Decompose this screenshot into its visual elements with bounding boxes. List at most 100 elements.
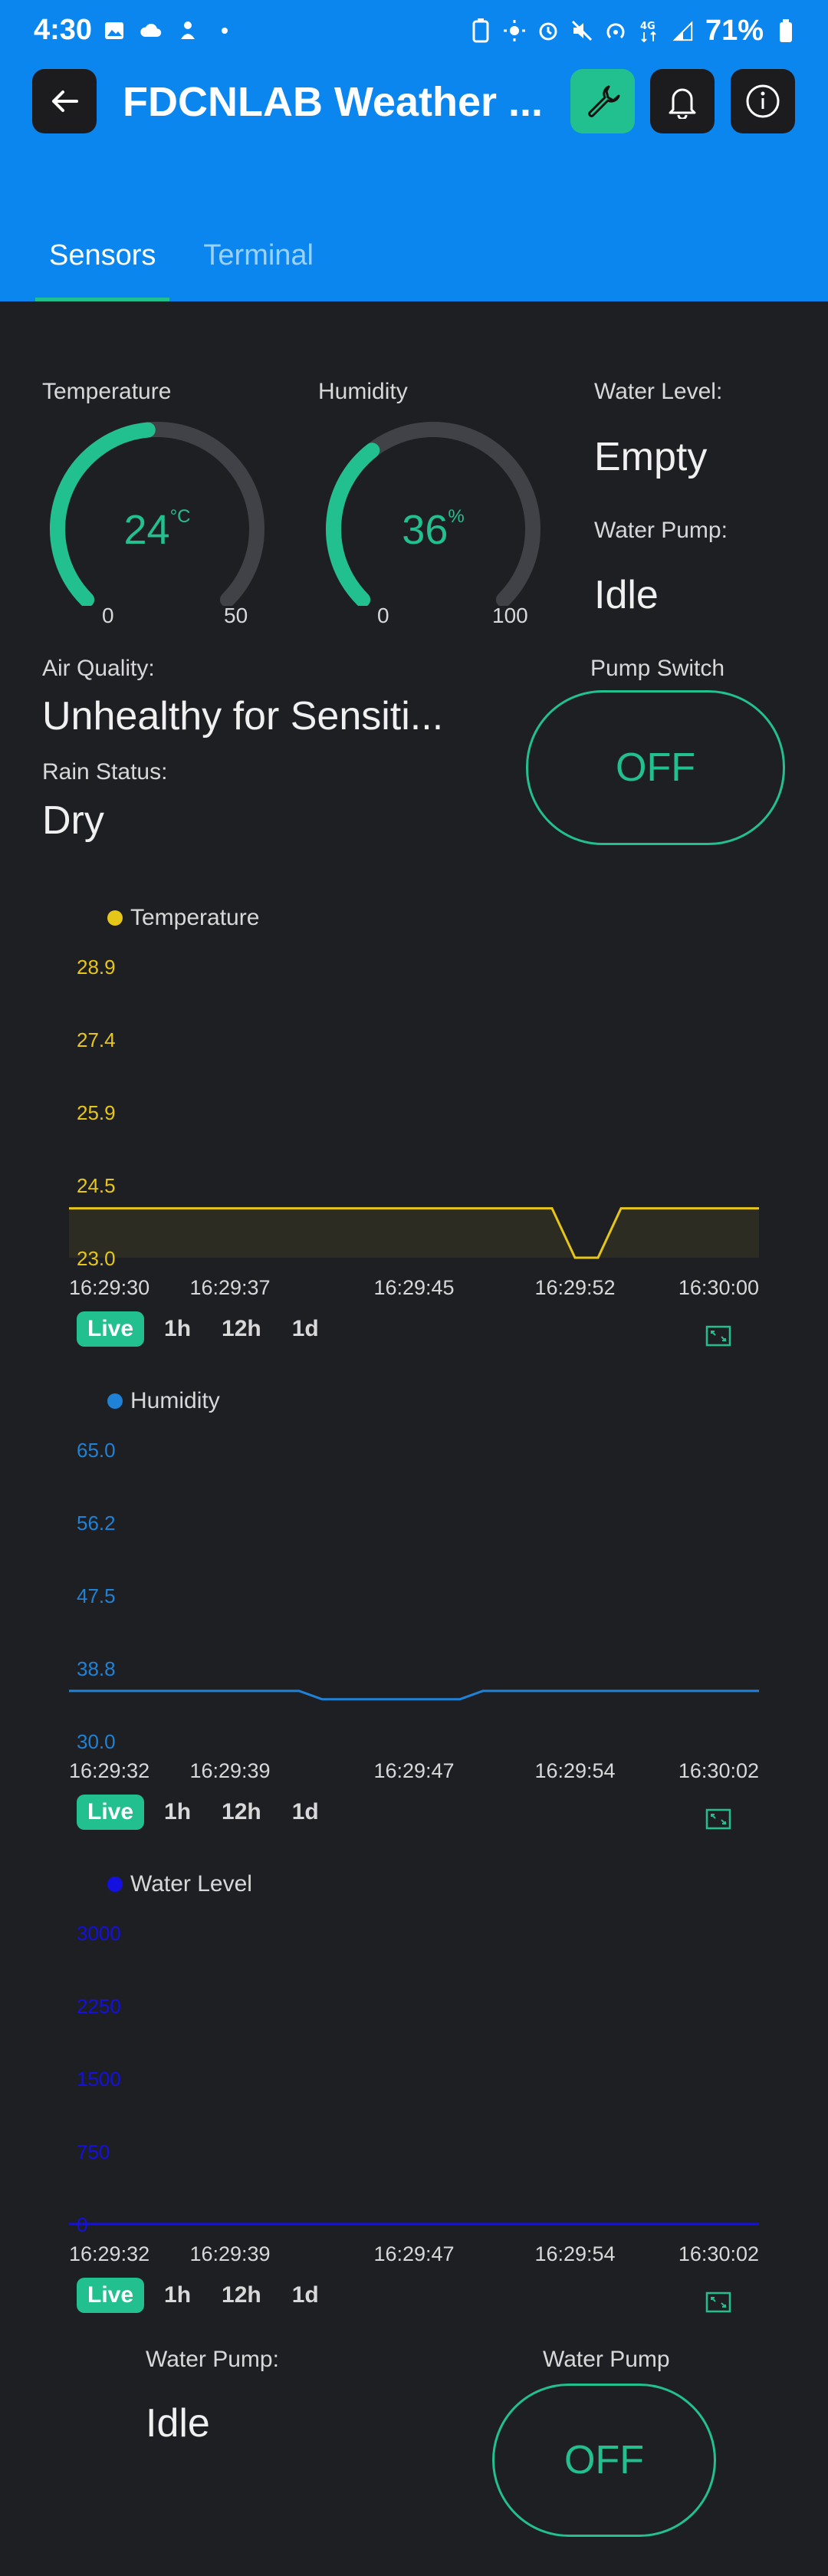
x-tick-label: 16:29:52 (534, 1276, 615, 1299)
status-bar: 4:30 (0, 0, 828, 61)
notifications-button[interactable] (650, 69, 715, 133)
settings-button[interactable] (570, 69, 635, 133)
tab-sensors[interactable]: Sensors (35, 222, 170, 301)
x-tick-label: 16:30:02 (678, 1759, 759, 1782)
wrench-icon (588, 85, 620, 117)
y-tick-label: 47.5 (77, 1584, 116, 1607)
temperature-legend: Temperature (107, 905, 259, 931)
range-live[interactable]: Live (77, 1795, 145, 1830)
info-button[interactable] (731, 69, 795, 133)
range-selector: Live 1h 12h 1d (77, 1795, 339, 1830)
legend-label: Temperature (130, 905, 260, 930)
rain-status-value: Dry (42, 798, 104, 843)
notification-icons (103, 14, 236, 48)
battery-saver-icon (469, 18, 492, 43)
status-time: 4:30 (34, 14, 93, 46)
water-pump-bottom-label: Water Pump: (146, 2347, 279, 2372)
cloud-icon (140, 19, 163, 42)
y-tick-label: 27.4 (77, 1028, 116, 1051)
x-tick-label: 16:29:37 (189, 1276, 270, 1299)
y-tick-label: 25.9 (77, 1101, 116, 1124)
bell-icon (669, 88, 696, 119)
range-live[interactable]: Live (77, 2278, 145, 2313)
tab-terminal[interactable]: Terminal (203, 239, 314, 271)
alarm-icon (537, 19, 560, 42)
range-1d[interactable]: 1d (291, 1316, 319, 1341)
range-1h[interactable]: 1h (164, 2282, 192, 2308)
humidity-max: 100 (492, 604, 528, 627)
temperature-max: 50 (224, 604, 248, 627)
range-1d[interactable]: 1d (291, 1799, 319, 1824)
dot-icon (213, 19, 236, 42)
y-tick-label: 65.0 (77, 1439, 116, 1462)
range-12h[interactable]: 12h (222, 1799, 261, 1824)
battery-icon (774, 19, 797, 42)
gauge-fill (50, 422, 156, 606)
rain-status-label: Rain Status: (42, 759, 168, 785)
water-level-value: Empty (594, 435, 708, 479)
y-tick-label: 38.8 (77, 1657, 116, 1680)
series-line (69, 1207, 759, 1259)
humidity-label: Humidity (318, 379, 408, 404)
series-area (69, 1208, 759, 1258)
temperature-min: 0 (102, 604, 114, 627)
water-level-legend: Water Level (107, 1871, 252, 1897)
gauge-fill (326, 442, 380, 606)
water-pump-bottom-value: Idle (146, 2401, 210, 2446)
y-tick-label: 56.2 (77, 1512, 116, 1535)
x-tick-label: 16:30:00 (678, 1276, 759, 1299)
water-pump-value: Idle (594, 573, 659, 617)
app-bar: FDCNLAB Weather ... (0, 67, 828, 135)
pump-switch-label: Pump Switch (590, 656, 725, 681)
temperature-chart: Temperature 28.9 27.4 25.9 24.5 23.0 16:29:30… (0, 905, 828, 1357)
water-level-label: Water Level: (594, 379, 723, 404)
hotspot-icon (604, 19, 627, 42)
x-tick-label: 16:29:39 (189, 2242, 270, 2265)
range-1h[interactable]: 1h (164, 1799, 192, 1824)
svg-text:4G: 4G (640, 21, 656, 32)
expand-icon[interactable] (705, 2288, 732, 2316)
expand-icon[interactable] (705, 1322, 732, 1350)
range-1d[interactable]: 1d (291, 2282, 319, 2308)
humidity-gauge (326, 422, 540, 606)
legend-label: Humidity (130, 1388, 220, 1413)
system-status-icons: 4G 71% (469, 12, 797, 49)
temperature-chart-plot: 28.9 27.4 25.9 24.5 23.0 16:29:30 16:29:37 16:2… (69, 956, 759, 1299)
water-pump-switch-button[interactable]: OFF (492, 2384, 716, 2537)
info-icon (746, 84, 780, 118)
range-12h[interactable]: 12h (222, 1316, 261, 1341)
y-tick-label: 3000 (77, 1922, 121, 1945)
back-arrow-icon (52, 90, 78, 112)
back-button[interactable] (32, 69, 97, 133)
range-12h[interactable]: 12h (222, 2282, 261, 2308)
y-tick-label: 2250 (77, 1995, 121, 2018)
range-live[interactable]: Live (77, 1311, 145, 1347)
water-pump-switch-label: Water Pump (543, 2347, 670, 2372)
expand-icon[interactable] (705, 1805, 732, 1833)
legend-dot (107, 1877, 123, 1892)
tab-bar: Sensors Terminal (35, 222, 347, 301)
temperature-label: Temperature (42, 379, 172, 404)
humidity-chart: Humidity 65.0 56.2 47.5 38.8 30.0 16:29:32 16:… (0, 1388, 828, 1841)
gallery-icon (103, 19, 126, 42)
water-pump-label: Water Pump: (594, 518, 728, 543)
x-tick-label: 16:29:32 (69, 2242, 150, 2265)
x-tick-label: 16:30:02 (678, 2242, 759, 2265)
network-4g-icon: 4G (638, 19, 661, 43)
x-tick-label: 16:29:47 (373, 1759, 454, 1782)
pump-switch-button[interactable]: OFF (526, 690, 785, 845)
air-quality-value: Unhealthy for Sensiti... (42, 694, 444, 739)
legend-dot (107, 910, 123, 926)
air-quality-label: Air Quality: (42, 656, 155, 681)
app-title: FDCNLAB Weather ... (123, 79, 544, 125)
legend-dot (107, 1393, 123, 1409)
range-1h[interactable]: 1h (164, 1316, 192, 1341)
mute-icon (570, 19, 593, 42)
x-tick-label: 16:29:47 (373, 2242, 454, 2265)
x-tick-label: 16:29:30 (69, 1276, 150, 1299)
y-tick-label: 750 (77, 2140, 110, 2163)
humidity-min: 0 (377, 604, 389, 627)
y-tick-label: 24.5 (77, 1174, 116, 1197)
y-tick-label: 23.0 (77, 1247, 116, 1270)
